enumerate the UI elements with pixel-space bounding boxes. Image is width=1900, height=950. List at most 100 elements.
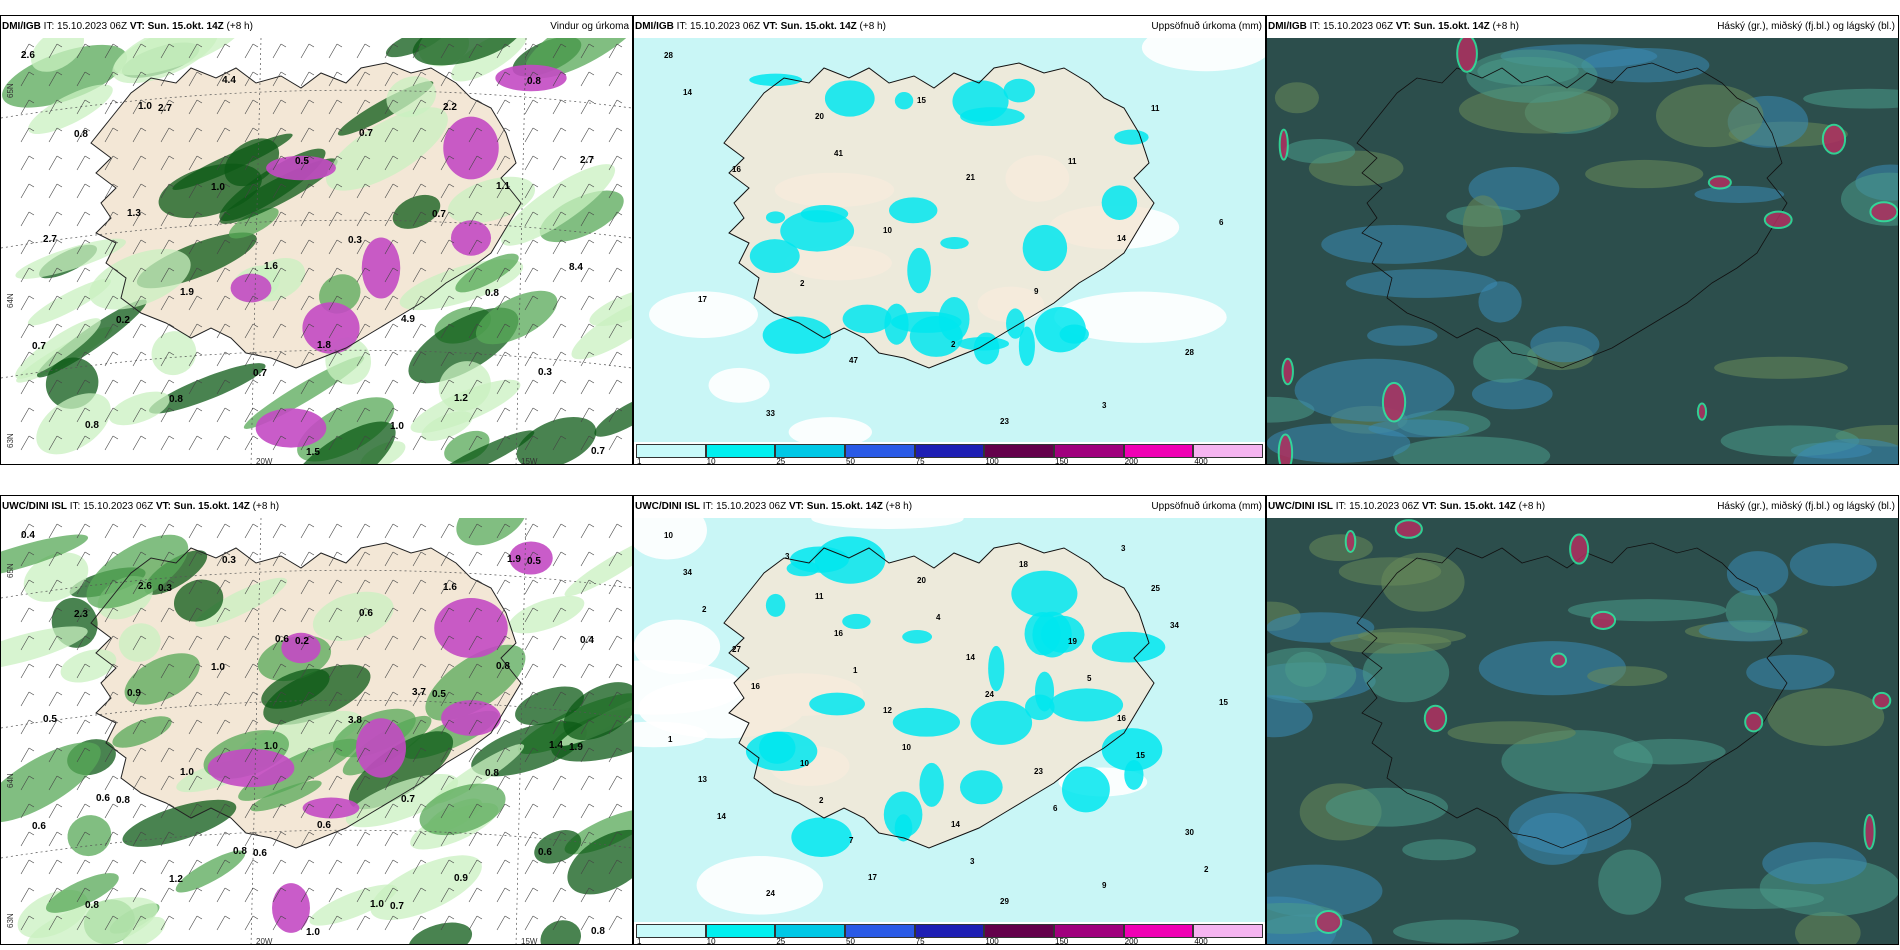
wind-barb <box>160 635 175 651</box>
wind-barb <box>104 719 119 735</box>
wind-barb <box>76 551 91 567</box>
wind-barb <box>160 71 175 87</box>
wind-barb <box>132 239 147 255</box>
precip-value-label: 15 <box>917 96 926 105</box>
wind-barb <box>300 915 315 931</box>
precip-value-label: 0.8 <box>527 76 541 87</box>
issue-time: IT: 15.10.2023 06Z <box>700 501 789 512</box>
precip-value-label: 0.8 <box>591 926 605 937</box>
axis-label: 63N <box>6 433 15 448</box>
precip-value-label: 1.0 <box>138 101 152 112</box>
precip-value-label: 10 <box>883 226 892 235</box>
precip-value-label: 0.7 <box>401 794 415 805</box>
wind-barb <box>160 323 175 339</box>
colorbar-swatch <box>775 924 845 938</box>
wind-barb <box>188 155 203 171</box>
colorbar-swatch <box>914 924 985 938</box>
precip-value-label: 1.9 <box>569 742 583 753</box>
wind-barb <box>328 719 343 735</box>
precip-value-label: 0.8 <box>485 768 499 779</box>
precip-value-label: 30 <box>1185 828 1194 837</box>
wind-barb <box>244 43 259 59</box>
wind-barb <box>300 71 315 87</box>
precip-value-label: 7 <box>849 836 854 845</box>
wind-barb <box>440 71 455 87</box>
wind-barb <box>132 99 147 115</box>
wind-barb <box>440 719 455 735</box>
wind-barb <box>356 663 371 679</box>
wind-barb <box>216 99 231 115</box>
wind-barb <box>580 831 595 847</box>
map-area <box>1267 38 1898 464</box>
map-area: 28 20 21 14 17 47 23 11 16 10 9 28 33 15 11 6 2 2 3 14 41 <box>634 38 1265 442</box>
precip-value-label: 0.7 <box>390 901 404 912</box>
wind-barb <box>272 323 287 339</box>
wind-barb <box>496 663 511 679</box>
wind-barb <box>384 915 399 931</box>
wind-barb <box>244 435 259 451</box>
precip-value-label: 0.6 <box>275 634 289 645</box>
wind-barb <box>440 239 455 255</box>
wind-barb <box>384 379 399 395</box>
wind-barb <box>384 607 399 623</box>
wind-barb <box>552 183 567 199</box>
wind-barb <box>412 211 427 227</box>
wind-barb <box>300 43 315 59</box>
wind-barb <box>552 635 567 651</box>
wind-barb <box>300 691 315 707</box>
map-svg: 0.4 0.3 0.2 0.5 1.9 0.8 0.6 0.7 0.5 2.3 1.0 3.8 0.8 0… <box>1 518 632 945</box>
precip-value-label: 11 <box>815 592 824 601</box>
wind-barb <box>132 523 147 539</box>
wind-barb <box>552 239 567 255</box>
precip-value-label: 19 <box>1068 637 1077 646</box>
wind-barb <box>608 435 623 451</box>
axis-label: 15W <box>521 937 538 945</box>
wind-barb <box>412 551 427 567</box>
wind-barb <box>580 407 595 423</box>
precip-value-label: 1.1 <box>496 181 510 192</box>
wind-barb <box>412 691 427 707</box>
panel-precip-dmi: DMI/IGB IT: 15.10.2023 06Z VT: Sun. 15.o… <box>633 15 1266 465</box>
wind-barb <box>216 747 231 763</box>
wind-barb <box>216 127 231 143</box>
wind-barb <box>440 607 455 623</box>
wind-barb <box>328 775 343 791</box>
colorbar-swatch <box>1054 924 1124 938</box>
lead-time: (+8 h) <box>249 501 280 512</box>
wind-barb <box>272 551 287 567</box>
wind-barb <box>496 295 511 311</box>
wind-barb <box>76 859 91 875</box>
wind-barb <box>20 323 35 339</box>
wind-barb <box>412 635 427 651</box>
wind-barb <box>300 607 315 623</box>
precip-value-label: 0.7 <box>591 446 605 457</box>
wind-barb <box>160 435 175 451</box>
wind-barb <box>216 379 231 395</box>
wind-barb <box>384 351 399 367</box>
wind-barb <box>48 551 63 567</box>
wind-barb <box>468 775 483 791</box>
wind-barb <box>244 691 259 707</box>
wind-barb <box>328 211 343 227</box>
wind-barb <box>524 71 539 87</box>
wind-barb <box>496 155 511 171</box>
wind-barb <box>328 71 343 87</box>
axis-label: 63N <box>6 913 15 928</box>
wind-barb <box>216 887 231 903</box>
wind-barb <box>328 887 343 903</box>
wind-barb <box>188 915 203 931</box>
wind-barb <box>20 803 35 819</box>
wind-barb <box>384 323 399 339</box>
wind-barb <box>188 71 203 87</box>
wind-barb <box>580 579 595 595</box>
wind-barb <box>552 887 567 903</box>
colorbar: 1 10 25 50 75 100 150 200 400 <box>636 444 1263 464</box>
wind-barb <box>468 295 483 311</box>
precip-value-label: 0.6 <box>317 820 331 831</box>
wind-barb <box>216 831 231 847</box>
wind-barb <box>20 435 35 451</box>
wind-barb <box>440 43 455 59</box>
issue-time: IT: 15.10.2023 06Z <box>1333 501 1422 512</box>
precip-value-label: 20 <box>815 112 824 121</box>
wind-barb <box>188 239 203 255</box>
